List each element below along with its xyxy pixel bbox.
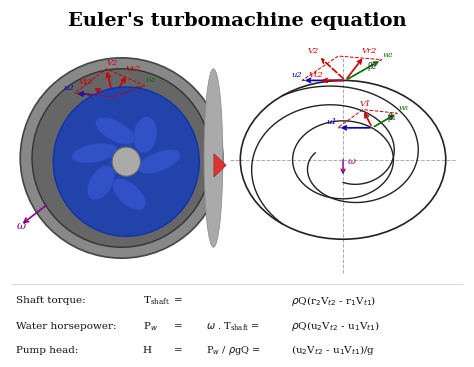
Text: w₁: w₁	[398, 104, 409, 112]
Ellipse shape	[112, 178, 146, 210]
Ellipse shape	[32, 69, 211, 247]
Text: Vt2: Vt2	[308, 70, 323, 79]
Text: T$_\mathregular{shaft}$: T$_\mathregular{shaft}$	[143, 294, 170, 307]
Text: β₂: β₂	[367, 62, 376, 71]
Text: V2: V2	[107, 59, 118, 67]
Ellipse shape	[20, 58, 223, 258]
Ellipse shape	[72, 143, 118, 163]
Text: =: =	[174, 346, 182, 355]
Text: =: =	[174, 322, 182, 331]
Text: H: H	[143, 346, 152, 355]
Text: $\rho$Q(r$_2$V$_{t2}$ - r$_1$V$_{t1}$): $\rho$Q(r$_2$V$_{t2}$ - r$_1$V$_{t1}$)	[291, 294, 376, 308]
Text: u2: u2	[64, 84, 74, 92]
Text: V1: V1	[360, 100, 371, 108]
Text: w₂: w₂	[383, 51, 393, 59]
Text: u2: u2	[291, 70, 302, 79]
Text: w₂: w₂	[146, 76, 156, 84]
Text: β₁: β₁	[387, 113, 396, 122]
Ellipse shape	[138, 150, 181, 174]
Ellipse shape	[133, 117, 157, 153]
Text: Vr2: Vr2	[361, 47, 377, 55]
Text: $\rho$Q(u$_2$V$_{t2}$ - u$_1$V$_{t1}$): $\rho$Q(u$_2$V$_{t2}$ - u$_1$V$_{t1}$)	[291, 319, 380, 333]
Text: P$_w$ / $\rho$gQ =: P$_w$ / $\rho$gQ =	[206, 344, 261, 357]
Text: ω: ω	[348, 157, 356, 166]
Text: ω: ω	[17, 221, 26, 231]
Text: Vr2: Vr2	[126, 65, 141, 73]
Text: Pump head:: Pump head:	[16, 346, 78, 355]
Text: u1: u1	[327, 118, 337, 126]
Text: (u$_2$V$_{t2}$ - u$_1$V$_{t1}$)/g: (u$_2$V$_{t2}$ - u$_1$V$_{t1}$)/g	[291, 343, 375, 357]
Text: Water horsepower:: Water horsepower:	[16, 322, 116, 331]
Text: Vt2: Vt2	[78, 78, 93, 86]
Text: $\omega$ . T$_\mathregular{shaft}$ =: $\omega$ . T$_\mathregular{shaft}$ =	[206, 320, 260, 333]
Text: P$_w$: P$_w$	[143, 320, 158, 333]
Text: Shaft torque:: Shaft torque:	[16, 296, 85, 305]
Polygon shape	[214, 154, 226, 177]
Text: Euler's turbomachine equation: Euler's turbomachine equation	[68, 12, 406, 30]
Ellipse shape	[53, 87, 199, 236]
Text: =: =	[174, 296, 182, 305]
Ellipse shape	[204, 69, 223, 247]
Text: V2: V2	[307, 47, 319, 55]
Ellipse shape	[87, 165, 115, 200]
Ellipse shape	[95, 117, 135, 145]
Ellipse shape	[112, 147, 140, 176]
